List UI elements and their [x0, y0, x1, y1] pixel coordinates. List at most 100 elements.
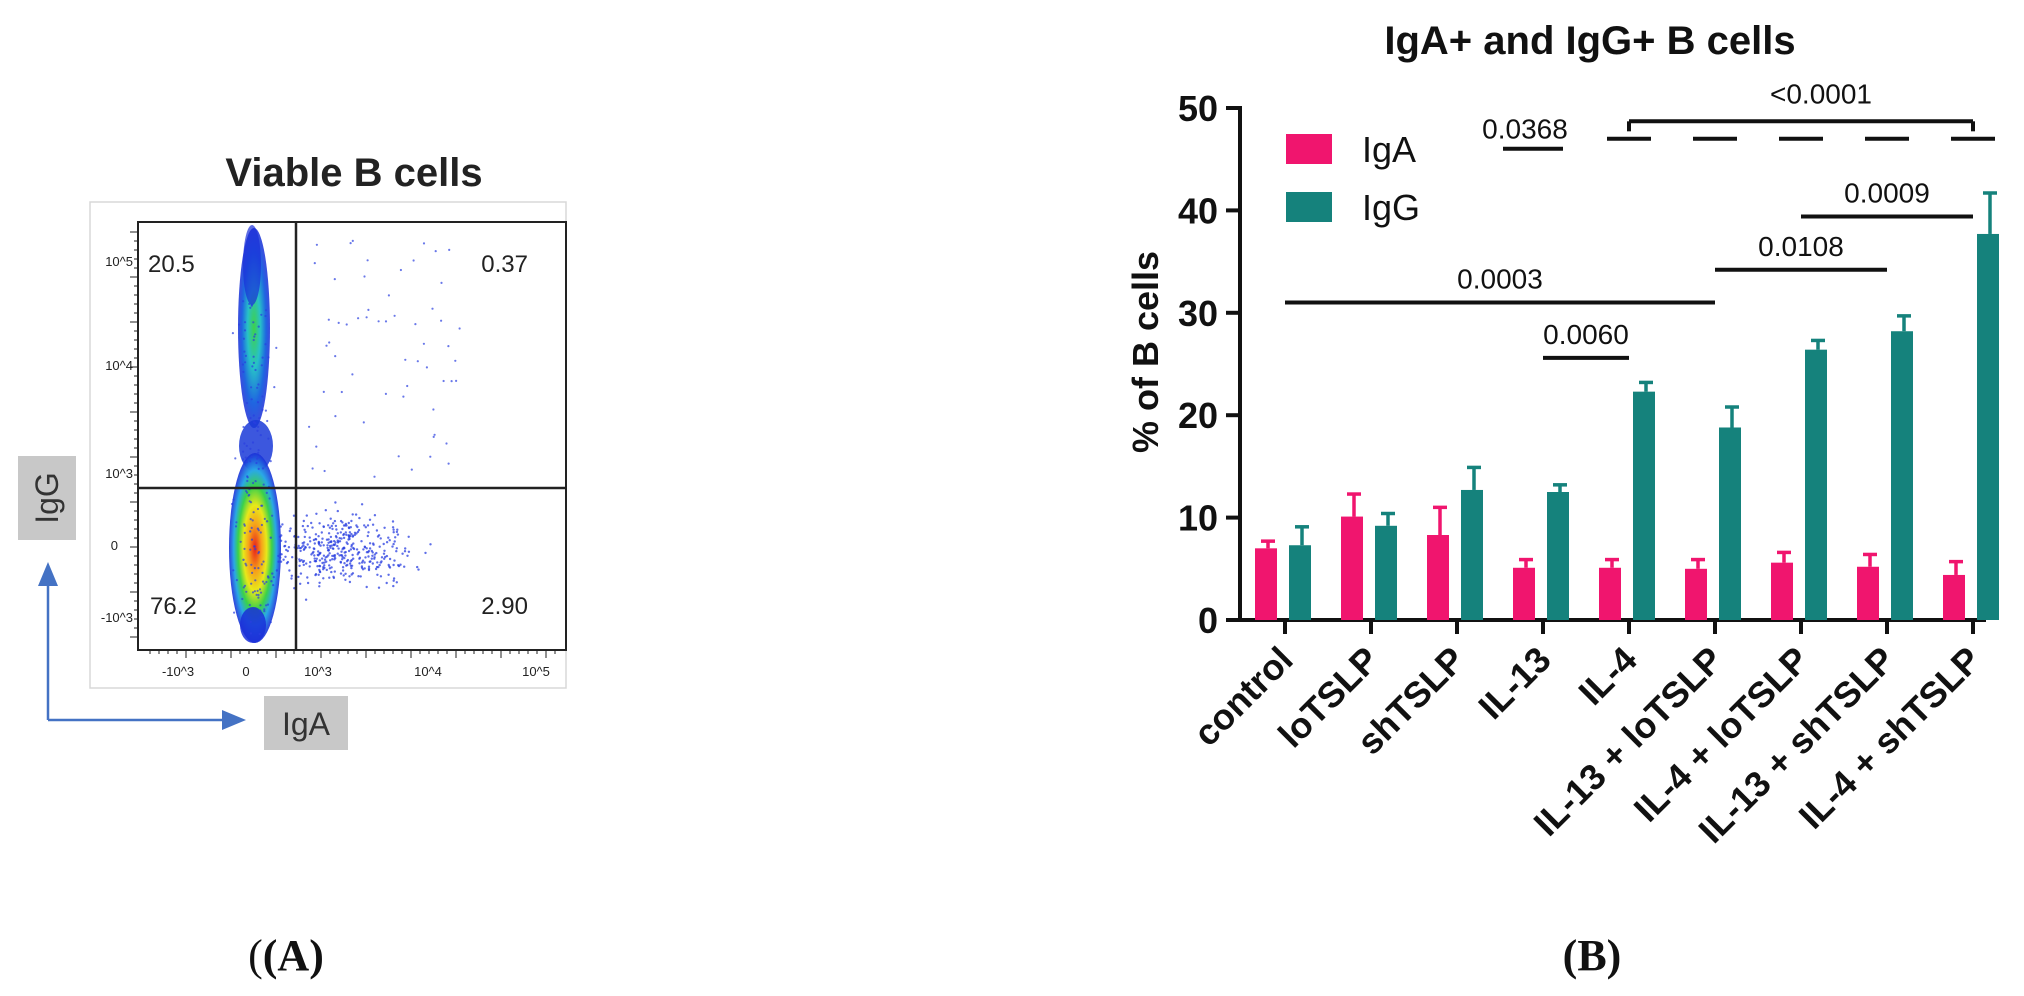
cell-dot	[371, 554, 374, 557]
cell-dot	[414, 323, 417, 326]
cell-dot	[329, 546, 332, 549]
cell-dot	[318, 559, 322, 562]
cell-dot	[256, 386, 259, 389]
cell-dot	[357, 551, 360, 554]
cell-dot	[310, 521, 313, 525]
cell-dot	[291, 556, 294, 559]
cell-dot	[366, 259, 369, 262]
cell-dot	[396, 528, 399, 531]
y-tick-label: 30	[1178, 293, 1218, 334]
cell-dot	[246, 479, 249, 483]
cell-dot	[261, 395, 264, 398]
x-tick-label: 10^4	[414, 664, 442, 679]
cell-dot	[337, 321, 340, 324]
cell-dot	[432, 408, 435, 411]
cell-dot	[235, 521, 238, 524]
cell-dot	[259, 609, 262, 612]
cell-dot	[332, 543, 336, 547]
cell-dot	[346, 563, 349, 567]
bar-iga	[1255, 548, 1277, 620]
cell-dot	[259, 591, 263, 594]
cell-dot	[422, 242, 426, 245]
cell-dot	[256, 429, 259, 432]
cell-dot	[249, 518, 252, 521]
cell-dot	[305, 514, 308, 517]
cell-dot	[308, 425, 311, 428]
cell-dot	[257, 596, 260, 599]
cell-dot	[392, 577, 396, 580]
cell-dot	[383, 549, 386, 552]
cell-dot	[250, 582, 253, 585]
cell-dot	[305, 562, 308, 565]
cell-dot	[357, 528, 361, 532]
cell-dot	[281, 523, 284, 526]
cell-dot	[406, 554, 409, 557]
cell-dot	[243, 442, 246, 445]
cell-dot	[344, 531, 347, 534]
cell-dot	[243, 531, 246, 535]
cell-dot	[341, 548, 344, 551]
cell-dot	[301, 560, 305, 564]
legend-swatch-igg	[1286, 192, 1332, 222]
cell-dot	[352, 557, 355, 560]
cell-dot	[306, 576, 309, 579]
cell-dot	[235, 579, 238, 582]
bar-igg	[1375, 525, 1397, 620]
cell-dot	[338, 537, 341, 540]
cell-dot	[366, 534, 369, 538]
cell-dot	[325, 568, 328, 572]
cell-dot	[323, 564, 326, 567]
cell-dot	[376, 573, 379, 576]
cell-dot	[364, 526, 367, 529]
cell-dot	[330, 570, 333, 574]
cell-dot	[331, 558, 334, 561]
cell-dot	[304, 598, 308, 601]
cell-dot	[433, 433, 436, 436]
cell-dot	[298, 564, 301, 567]
cell-dot	[372, 543, 375, 546]
cell-dot	[336, 552, 339, 555]
cell-dot	[317, 535, 320, 538]
cell-dot	[395, 550, 398, 553]
cell-dot	[368, 547, 372, 550]
cell-dot	[347, 549, 351, 553]
cell-dot	[440, 281, 443, 284]
cell-dot	[279, 539, 283, 542]
cell-dot	[312, 550, 315, 554]
cell-dot	[251, 591, 255, 594]
cell-dot	[290, 574, 293, 577]
cell-dot	[262, 483, 265, 486]
cell-dot	[242, 586, 245, 589]
cell-dot	[404, 358, 407, 361]
bar-igg	[1633, 391, 1655, 620]
cell-dot	[257, 529, 260, 532]
cell-dot	[261, 467, 265, 470]
cell-dot	[250, 526, 253, 530]
cell-dot	[370, 557, 373, 560]
cell-dot	[317, 550, 320, 553]
cell-dot	[356, 525, 359, 529]
bar-iga	[1943, 574, 1965, 620]
cell-dot	[318, 564, 321, 568]
cell-dot	[373, 514, 377, 517]
cell-dot	[406, 384, 409, 388]
cell-dot	[388, 557, 392, 561]
cell-dot	[321, 537, 324, 540]
cell-dot	[448, 248, 451, 251]
cell-dot	[378, 545, 381, 548]
cell-dot	[349, 526, 352, 529]
panel-a-caption: ((A)	[248, 931, 324, 980]
cell-dot	[363, 561, 366, 564]
flow-x-axis-ticks: -10^3 0 10^3 10^4 10^5	[162, 664, 550, 679]
cell-dot	[393, 559, 396, 562]
cell-dot	[260, 616, 263, 619]
cell-dot	[261, 408, 264, 411]
cell-dot	[252, 481, 255, 485]
cell-dot	[327, 538, 330, 541]
cell-dot	[251, 519, 254, 522]
panel-b-bar-chart: IgA+ and IgG+ B cells % of B cells 0 10 20…	[1125, 19, 1999, 980]
cell-dot	[260, 504, 263, 507]
cell-dot	[263, 610, 266, 613]
cell-dot	[432, 435, 435, 438]
cell-dot	[328, 564, 331, 567]
